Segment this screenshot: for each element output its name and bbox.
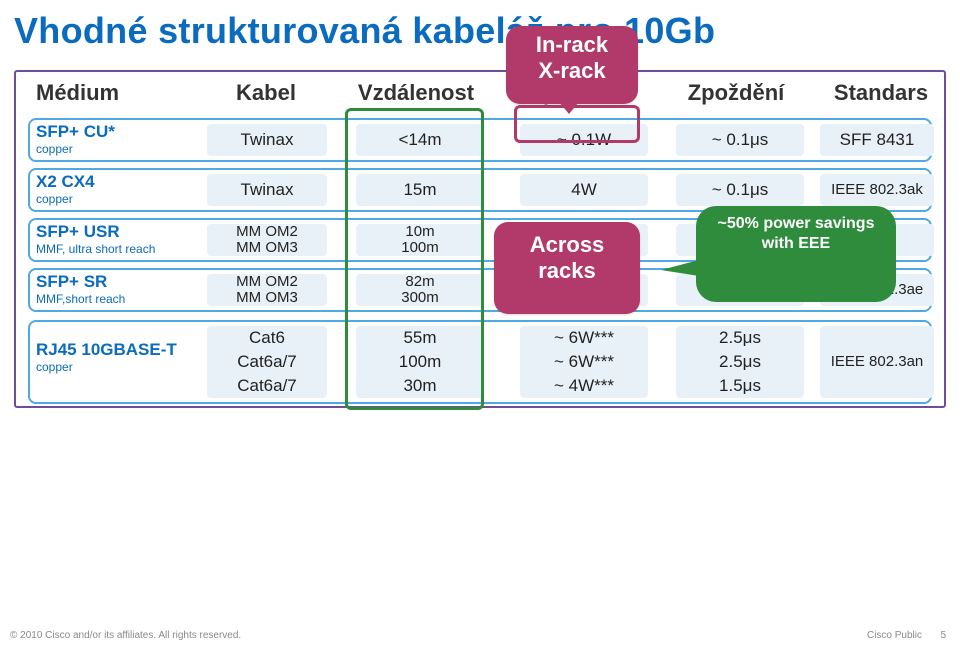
value: ~ 6W***~ 6W***~ 4W*** <box>520 326 648 398</box>
cell-latency: ~ 0.1μs <box>676 174 804 206</box>
callout-line: X-rack <box>538 58 605 83</box>
cell-standard: SFF 8431 <box>820 124 934 156</box>
cell-power: 4W <box>520 174 648 206</box>
value: 4W <box>520 180 648 200</box>
cell-standard: IEEE 802.3an <box>820 326 934 398</box>
port-label: RJ45 10GBASE-T copper <box>36 340 226 374</box>
port-name: RJ45 10GBASE-T <box>36 340 177 359</box>
port-label: SFP+ USR MMF, ultra short reach <box>36 222 226 256</box>
port-sub: MMF,short reach <box>36 292 226 306</box>
value: IEEE 802.3an <box>820 350 934 374</box>
value: Twinax <box>207 180 327 200</box>
distance-highlight-box <box>345 108 484 410</box>
cell-cable: MM OM2MM OM3 <box>207 274 327 306</box>
cell-latency: 2.5μs2.5μs1.5μs <box>676 326 804 398</box>
callout-line: In-rack <box>536 32 608 57</box>
callout-line: Across <box>530 232 605 257</box>
cell-cable: Twinax <box>207 174 327 206</box>
col-header-distance: Vzdálenost <box>346 80 486 106</box>
across-racks-callout: Across racks <box>494 222 640 314</box>
outer-box: Médium Kabel Vzdálenost Spotřeba Zpožděn… <box>14 70 946 408</box>
value: MM OM2MM OM3 <box>207 224 327 256</box>
port-name: SFP+ USR <box>36 222 120 241</box>
port-sub: copper <box>36 192 226 206</box>
col-header-latency: Zpoždění <box>676 80 796 106</box>
value: SFF 8431 <box>820 130 934 150</box>
value: ~ 0.1μs <box>676 130 804 150</box>
value: IEEE 802.3ak <box>820 180 934 200</box>
port-sub: MMF, ultra short reach <box>36 242 226 256</box>
col-header-standard: Standars <box>826 80 936 106</box>
value: Cat6Cat6a/7Cat6a/7 <box>207 326 327 398</box>
eee-savings-callout: ~50% power savings with EEE <box>696 206 896 302</box>
table-container: Médium Kabel Vzdálenost Spotřeba Zpožděn… <box>14 70 946 408</box>
footer: © 2010 Cisco and/or its affiliates. All … <box>10 630 950 641</box>
col-header-cable: Kabel <box>216 80 316 106</box>
port-label: SFP+ SR MMF,short reach <box>36 272 226 306</box>
value: ~ 0.1μs <box>676 180 804 200</box>
cell-cable: MM OM2MM OM3 <box>207 224 327 256</box>
port-label: SFP+ CU* copper <box>36 122 226 156</box>
port-name: SFP+ CU* <box>36 122 115 141</box>
port-name: SFP+ SR <box>36 272 107 291</box>
col-header-medium: Médium <box>36 80 176 106</box>
cell-standard: IEEE 802.3ak <box>820 174 934 206</box>
page-title: Vhodné strukturovaná kabeláž pro 10Gb <box>0 0 960 56</box>
cell-power: ~ 6W***~ 6W***~ 4W*** <box>520 326 648 398</box>
port-sub: copper <box>36 142 226 156</box>
in-rack-callout: In-rack X-rack <box>506 26 638 104</box>
cell-latency: ~ 0.1μs <box>676 124 804 156</box>
port-sub: copper <box>36 360 226 374</box>
value: Twinax <box>207 130 327 150</box>
cell-cable: Twinax <box>207 124 327 156</box>
cell-cable: Cat6Cat6a/7Cat6a/7 <box>207 326 327 398</box>
port-label: X2 CX4 copper <box>36 172 226 206</box>
callout-line: racks <box>538 258 596 283</box>
value: MM OM2MM OM3 <box>207 274 327 306</box>
port-name: X2 CX4 <box>36 172 95 191</box>
value: 2.5μs2.5μs1.5μs <box>676 326 804 398</box>
footer-classification: Cisco Public <box>867 630 922 641</box>
footer-page-number: 5 <box>940 630 946 641</box>
footer-copyright: © 2010 Cisco and/or its affiliates. All … <box>10 630 241 641</box>
